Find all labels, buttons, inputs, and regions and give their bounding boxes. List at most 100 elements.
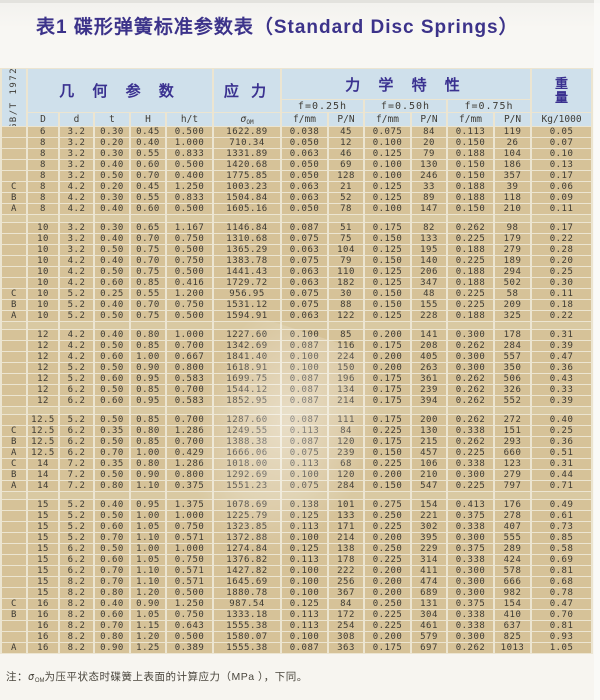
value-cell: 0.125: [282, 544, 327, 554]
value-cell: 16: [28, 621, 58, 631]
value-cell: 552: [495, 396, 531, 406]
value-cell: 0.113: [448, 127, 493, 137]
value-cell: 0.200: [365, 533, 410, 543]
group-separator-row: [2, 407, 592, 414]
value-cell: 15: [28, 555, 58, 565]
table-row: 15 8.2 0.80 1.20 0.500 1880.78 0.100 367 0.200 68…: [2, 588, 592, 598]
value-cell: 195: [412, 245, 446, 255]
value-cell: 15: [28, 566, 58, 576]
value-cell: 0.61: [532, 511, 592, 521]
series-letter-cell: B: [2, 300, 26, 310]
value-cell: 186: [495, 160, 531, 170]
value-cell: 0.375: [167, 481, 212, 491]
table-row: 12 6.2 0.60 0.95 0.583 1852.95 0.087 214 0.175 39…: [2, 396, 592, 406]
value-cell: 0.50: [95, 245, 129, 255]
value-cell: 0.300: [448, 577, 493, 587]
value-cell: 0.583: [167, 396, 212, 406]
value-cell: 0.50: [95, 267, 129, 277]
value-cell: 5.2: [60, 500, 93, 510]
deflection-075h: f=0.75h: [448, 100, 531, 112]
value-cell: 16: [28, 643, 58, 653]
value-cell: 1.20: [131, 632, 165, 642]
value-cell: 0.338: [448, 621, 493, 631]
value-cell: 0.30: [95, 149, 129, 159]
separator-cell: [167, 215, 212, 222]
value-cell: 1.05: [131, 610, 165, 620]
value-cell: 84: [329, 426, 363, 436]
value-cell: 1645.69: [214, 577, 280, 587]
value-cell: 133: [412, 234, 446, 244]
value-cell: 140: [412, 256, 446, 266]
value-cell: 637: [495, 621, 531, 631]
col-weight-unit: Kg/1000: [532, 113, 592, 126]
value-cell: 0.50: [95, 437, 129, 447]
separator-cell: [532, 215, 592, 222]
value-cell: 1.00: [131, 448, 165, 458]
value-cell: 0.50: [95, 544, 129, 554]
value-cell: 0.51: [532, 448, 592, 458]
value-cell: 0.262: [448, 385, 493, 395]
value-cell: 0.100: [365, 171, 410, 181]
table-row: 10 3.2 0.30 0.65 1.167 1146.84 0.087 51 0.175 82 0…: [2, 223, 592, 233]
value-cell: 0.750: [167, 234, 212, 244]
value-cell: 0.750: [167, 522, 212, 532]
value-cell: 1.286: [167, 426, 212, 436]
value-cell: 1.10: [131, 533, 165, 543]
col-H: H: [131, 113, 165, 126]
value-cell: 1.167: [167, 223, 212, 233]
value-cell: 3.2: [60, 171, 93, 181]
series-letter-cell: [2, 385, 26, 395]
value-cell: 0.375: [448, 599, 493, 609]
value-cell: 14: [28, 470, 58, 480]
value-cell: 1342.69: [214, 341, 280, 351]
value-cell: 239: [329, 448, 363, 458]
value-cell: 0.300: [448, 352, 493, 362]
value-cell: 0.063: [282, 311, 327, 321]
separator-cell: [131, 322, 165, 329]
value-cell: 0.78: [532, 588, 592, 598]
value-cell: 0.150: [448, 138, 493, 148]
value-cell: 0.70: [131, 300, 165, 310]
value-cell: 0.95: [131, 374, 165, 384]
value-cell: 79: [412, 149, 446, 159]
value-cell: 0.400: [167, 171, 212, 181]
value-cell: 228: [412, 311, 446, 321]
value-cell: 0.60: [95, 374, 129, 384]
value-cell: 0.100: [282, 632, 327, 642]
table-row: 10 4.2 0.50 0.75 0.500 1441.43 0.063 110 0.125 20…: [2, 267, 592, 277]
deflection-050h: f=0.50h: [365, 100, 446, 112]
value-cell: 0.70: [95, 577, 129, 587]
value-cell: 0.100: [365, 138, 410, 148]
value-cell: 0.583: [167, 374, 212, 384]
value-cell: 1310.68: [214, 234, 280, 244]
value-cell: 1555.38: [214, 643, 280, 653]
value-cell: 1225.79: [214, 511, 280, 521]
separator-cell: [448, 322, 493, 329]
value-cell: 0.30: [95, 193, 129, 203]
standard-label: GB/T 1972: [9, 69, 19, 126]
value-cell: 0.68: [532, 577, 592, 587]
value-cell: 407: [495, 522, 531, 532]
separator-cell: [495, 407, 531, 414]
separator-cell: [28, 407, 58, 414]
value-cell: 0.85: [131, 415, 165, 425]
table-row: B 12.5 6.2 0.50 0.85 0.700 1388.38 0.087 120 0.17…: [2, 437, 592, 447]
value-cell: 130: [412, 426, 446, 436]
value-cell: 5.2: [60, 533, 93, 543]
value-cell: 284: [495, 341, 531, 351]
value-cell: 68: [329, 459, 363, 469]
value-cell: 578: [495, 566, 531, 576]
value-cell: 0.95: [131, 500, 165, 510]
value-cell: 1292.69: [214, 470, 280, 480]
value-cell: 0.188: [448, 278, 493, 288]
value-cell: 0.338: [448, 522, 493, 532]
value-cell: 825: [495, 632, 531, 642]
value-cell: 710.34: [214, 138, 280, 148]
weight-header-top: 重: [555, 75, 569, 91]
value-cell: 660: [495, 448, 531, 458]
table-row: A 8 4.2 0.40 0.60 0.500 1605.16 0.050 78 0.100 147…: [2, 204, 592, 214]
group-separator-row: [2, 322, 592, 329]
separator-cell: [532, 492, 592, 499]
value-cell: 0.85: [131, 437, 165, 447]
value-cell: 6.2: [60, 385, 93, 395]
